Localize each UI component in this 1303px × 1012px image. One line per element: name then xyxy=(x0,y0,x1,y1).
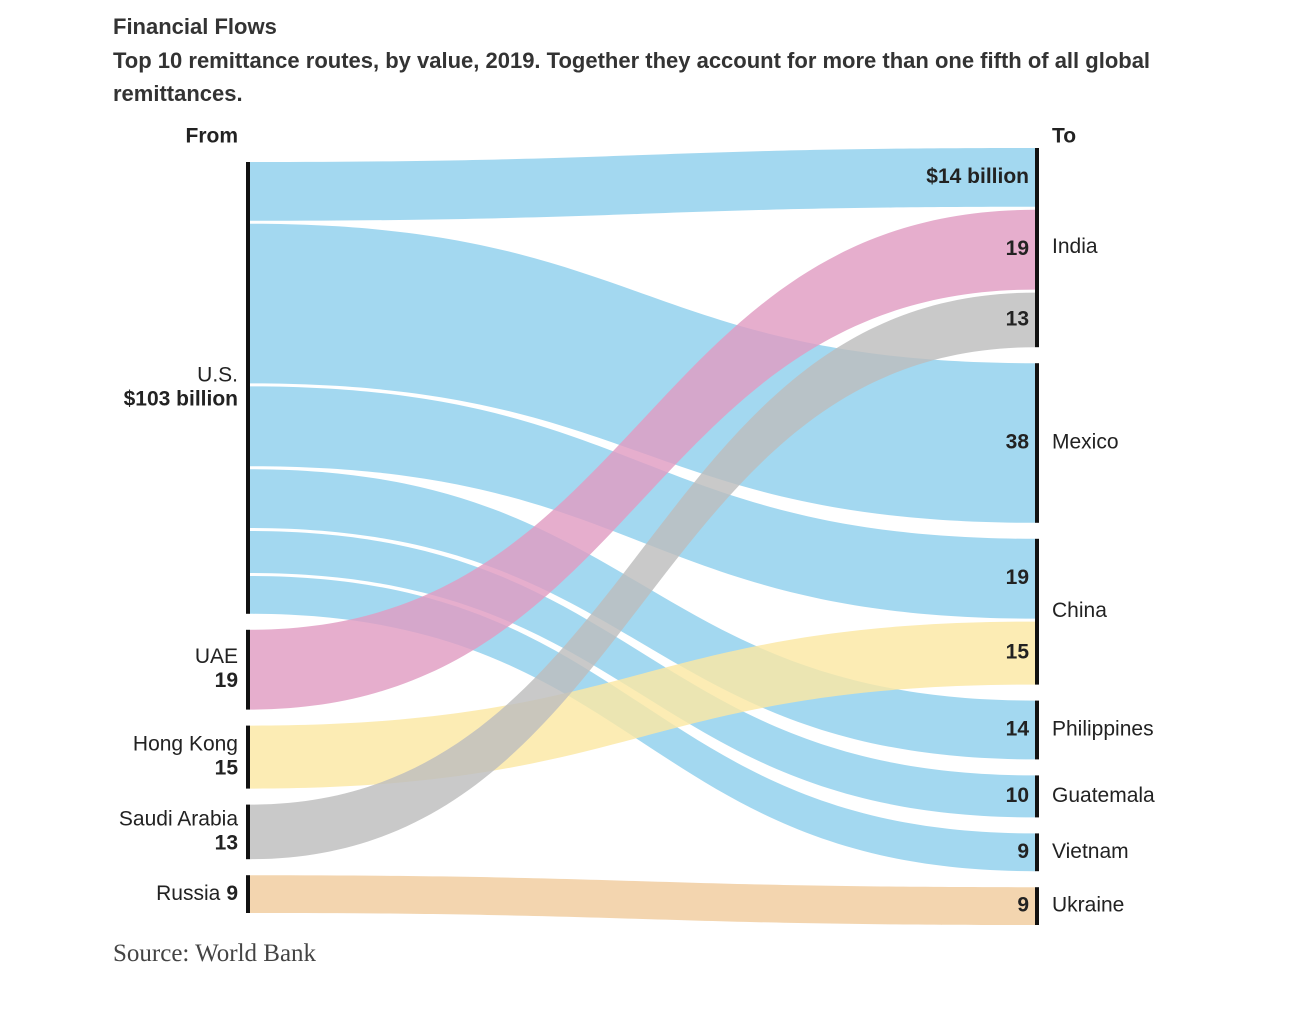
flow-value-label: 10 xyxy=(1006,784,1029,807)
flow-value-label: 9 xyxy=(1017,840,1029,863)
target-node xyxy=(1035,887,1039,925)
source-node xyxy=(246,162,250,614)
target-node xyxy=(1035,538,1039,685)
flow-value-label: 9 xyxy=(1017,894,1029,917)
to-header: To xyxy=(1052,125,1076,148)
flow-value-label: $14 billion xyxy=(926,165,1029,188)
source-note: Source: World Bank xyxy=(113,940,317,967)
source-name: U.S. xyxy=(197,363,238,386)
target-node xyxy=(1035,363,1039,523)
target-name: India xyxy=(1052,235,1098,258)
chart-title: Financial Flows xyxy=(113,14,277,39)
target-name: Mexico xyxy=(1052,431,1119,454)
target-node xyxy=(1035,833,1039,872)
flow xyxy=(250,209,1035,710)
source-value: 9 xyxy=(226,882,238,905)
source-value: 19 xyxy=(215,669,238,692)
flow-value-label: 14 xyxy=(1006,718,1030,741)
target-node xyxy=(1035,775,1039,818)
source-node xyxy=(246,629,250,710)
target-node xyxy=(1035,700,1039,760)
flow-value-label: 19 xyxy=(1006,566,1029,589)
source-value: 13 xyxy=(215,831,238,854)
source-name: Hong Kong xyxy=(133,733,238,756)
source-value: $103 billion xyxy=(124,387,238,410)
flow xyxy=(250,292,1035,860)
flow xyxy=(250,148,1035,221)
flow xyxy=(250,386,1035,619)
target-name: Philippines xyxy=(1052,718,1154,741)
source-node xyxy=(246,875,250,913)
target-name: Ukraine xyxy=(1052,894,1124,917)
flow-value-label: 13 xyxy=(1006,307,1029,330)
source-name: Saudi Arabia xyxy=(119,807,238,830)
flow-value-label: 38 xyxy=(1006,431,1030,454)
flow-value-label: 19 xyxy=(1006,237,1029,260)
source-node xyxy=(246,804,250,860)
chart-subtitle: Top 10 remittance routes, by value, 2019… xyxy=(113,48,1151,106)
flow xyxy=(250,875,1035,925)
source-node xyxy=(246,725,250,789)
target-node xyxy=(1035,148,1039,348)
target-name: Vietnam xyxy=(1052,840,1129,863)
source-label: Russia 9 xyxy=(156,882,238,905)
flow-value-label: 15 xyxy=(1006,641,1030,664)
from-header: From xyxy=(186,125,239,148)
source-name: UAE xyxy=(195,645,238,668)
target-name: China xyxy=(1052,599,1107,622)
flow xyxy=(250,223,1035,523)
source-value: 15 xyxy=(215,757,239,780)
flow xyxy=(250,621,1035,789)
target-name: Guatemala xyxy=(1052,784,1155,807)
source-name: Russia xyxy=(156,882,221,905)
